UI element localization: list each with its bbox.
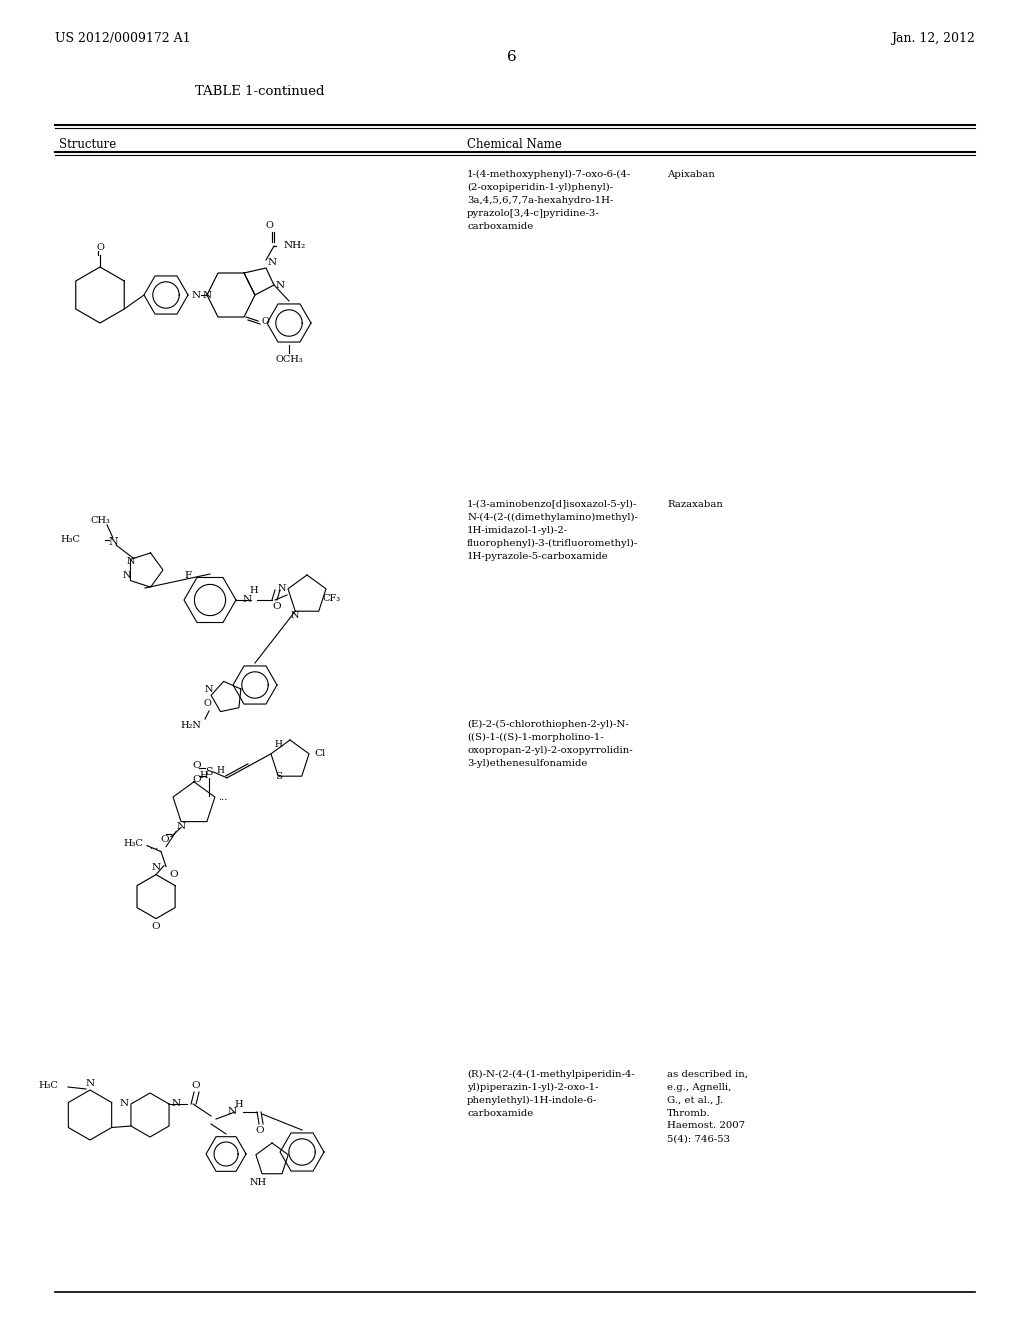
Text: TABLE 1-continued: TABLE 1-continued	[196, 84, 325, 98]
Text: NH: NH	[250, 1177, 266, 1187]
Text: Structure: Structure	[59, 139, 117, 150]
Text: N: N	[268, 257, 278, 267]
Text: O: O	[193, 775, 202, 784]
Text: 1-(4-methoxyphenyl)-7-oxo-6-(4-
(2-oxopiperidin-1-yl)phenyl)-
3a,4,5,6,7,7a-hexa: 1-(4-methoxyphenyl)-7-oxo-6-(4- (2-oxopi…	[467, 170, 631, 231]
Text: O: O	[191, 1081, 201, 1090]
Text: ...: ...	[148, 842, 158, 851]
Text: S: S	[205, 767, 213, 776]
Text: N: N	[120, 1100, 129, 1109]
Text: CH₃: CH₃	[90, 516, 110, 525]
Text: O: O	[272, 602, 282, 611]
Text: NH₂: NH₂	[284, 242, 306, 251]
Text: H₃C: H₃C	[123, 840, 143, 849]
Text: as described in,
e.g., Agnelli,
G., et al., J.
Thromb.
Haemost. 2007
5(4): 746-5: as described in, e.g., Agnelli, G., et a…	[667, 1071, 748, 1143]
Text: N: N	[109, 537, 118, 546]
Text: Apixaban: Apixaban	[667, 170, 715, 180]
Text: N: N	[243, 595, 252, 605]
Text: H: H	[200, 771, 208, 780]
Text: 6: 6	[507, 50, 517, 63]
Text: S: S	[274, 772, 282, 780]
Text: OCH₃: OCH₃	[275, 355, 303, 364]
Text: N: N	[123, 570, 131, 579]
Text: ...: ...	[218, 792, 227, 801]
Text: N: N	[171, 1100, 180, 1109]
Text: N: N	[176, 821, 185, 830]
Text: O: O	[261, 318, 269, 326]
Text: H₃C: H₃C	[60, 536, 80, 544]
Text: N: N	[152, 862, 161, 871]
Text: N: N	[291, 611, 299, 620]
Text: O: O	[96, 243, 104, 252]
Text: O: O	[256, 1126, 264, 1135]
Text: CF₃: CF₃	[323, 594, 341, 603]
Text: O: O	[203, 698, 211, 708]
Text: H: H	[216, 766, 224, 775]
Text: N: N	[203, 290, 212, 300]
Text: (R)-N-(2-(4-(1-methylpiperidin-4-
yl)piperazin-1-yl)-2-oxo-1-
phenylethyl)-1H-in: (R)-N-(2-(4-(1-methylpiperidin-4- yl)pip…	[467, 1071, 635, 1118]
Text: H₃C: H₃C	[38, 1081, 58, 1089]
Text: N: N	[127, 557, 135, 566]
Text: 1-(3-aminobenzo[d]isoxazol-5-yl)-
N-(4-(2-((dimethylamino)methyl)-
1H-imidazol-1: 1-(3-aminobenzo[d]isoxazol-5-yl)- N-(4-(…	[467, 500, 638, 561]
Text: (E)-2-(5-chlorothiophen-2-yl)-N-
((S)-1-((S)-1-morpholino-1-
oxopropan-2-yl)-2-o: (E)-2-(5-chlorothiophen-2-yl)-N- ((S)-1-…	[467, 719, 633, 768]
Text: Jan. 12, 2012: Jan. 12, 2012	[891, 32, 975, 45]
Text: F: F	[185, 572, 193, 579]
Text: N: N	[85, 1078, 94, 1088]
Text: Cl: Cl	[314, 750, 326, 758]
Text: O: O	[193, 762, 202, 771]
Text: Chemical Name: Chemical Name	[467, 139, 562, 150]
Text: N: N	[276, 281, 285, 289]
Text: O: O	[265, 220, 273, 230]
Text: H: H	[274, 739, 282, 748]
Text: N: N	[205, 685, 213, 693]
Text: N: N	[228, 1107, 237, 1117]
Text: N: N	[191, 290, 201, 300]
Text: US 2012/0009172 A1: US 2012/0009172 A1	[55, 32, 190, 45]
Text: O: O	[169, 870, 178, 879]
Text: H: H	[250, 586, 258, 595]
Text: O: O	[161, 836, 169, 843]
Text: N: N	[278, 585, 286, 593]
Text: H: H	[234, 1100, 244, 1109]
Text: O: O	[152, 921, 161, 931]
Text: Razaxaban: Razaxaban	[667, 500, 723, 510]
Text: H₂N: H₂N	[180, 721, 201, 730]
